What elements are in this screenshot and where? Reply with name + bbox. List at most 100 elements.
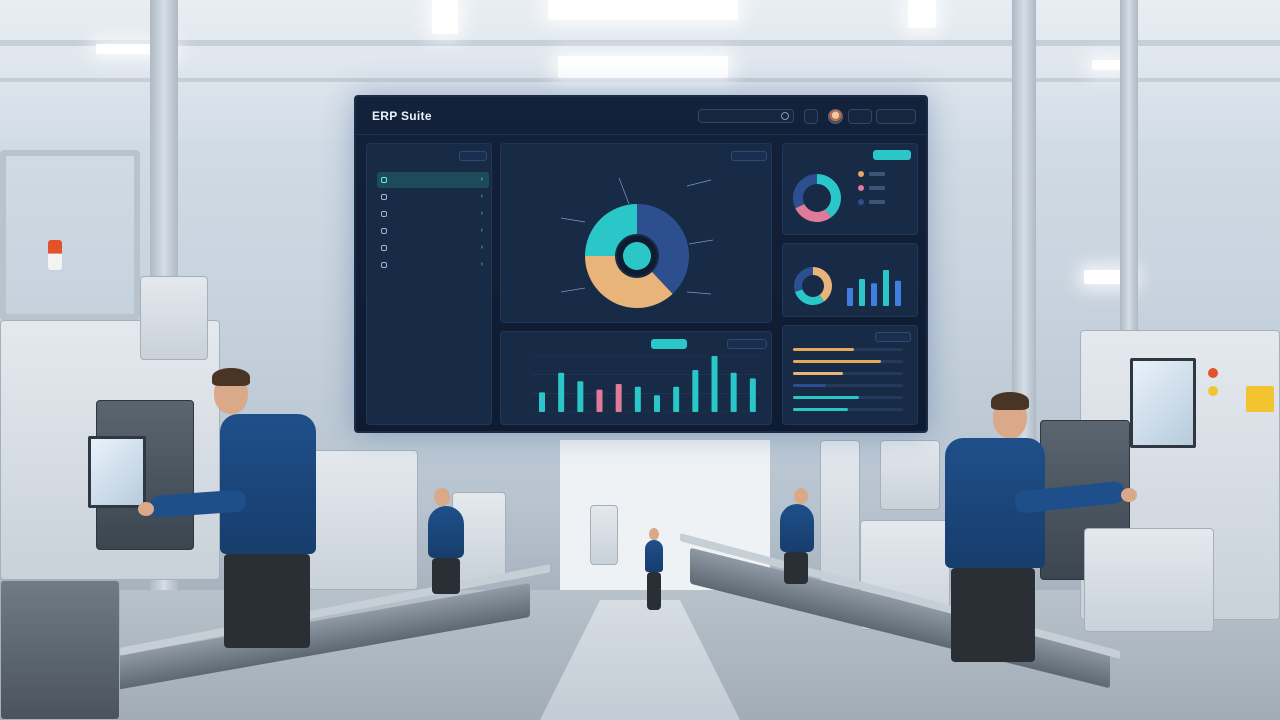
sidebar-item[interactable]: ›	[377, 240, 489, 256]
overview-panel	[500, 143, 772, 323]
bar	[692, 370, 699, 412]
progress-bar	[793, 396, 859, 399]
notification-button[interactable]	[804, 109, 818, 124]
settings-button[interactable]	[876, 109, 916, 124]
bar	[711, 356, 718, 412]
progress-track	[793, 384, 903, 387]
worker-trousers	[224, 554, 310, 648]
search-input[interactable]	[698, 109, 794, 123]
worker-shirt	[428, 506, 464, 558]
mini-bar	[883, 270, 889, 306]
overview-donut-chart	[560, 177, 714, 308]
overview-donut-slice	[637, 204, 689, 294]
worker-left	[138, 368, 330, 648]
mini-bar	[847, 288, 853, 306]
ceiling-light	[1092, 60, 1122, 70]
right-mid-donut-slice	[794, 289, 825, 305]
progress-track	[793, 372, 903, 375]
control-box	[1084, 528, 1214, 632]
legend-dot	[858, 171, 864, 177]
machine-gantry	[0, 150, 140, 320]
erp-dashboard-screen: ERP Suite › › › › › ›	[354, 95, 928, 433]
sidebar-item[interactable]: ›	[377, 189, 489, 205]
overview-donut-slice	[585, 256, 673, 308]
emergency-button	[1208, 368, 1218, 378]
legend-label	[869, 172, 885, 176]
legend-label	[869, 186, 885, 190]
progress-track	[793, 408, 903, 411]
bar	[615, 384, 622, 412]
worker-shirt	[645, 540, 663, 572]
sidebar-item-icon	[381, 228, 387, 234]
legend-label	[869, 200, 885, 204]
callout-line	[688, 239, 714, 245]
right-mid-chart	[794, 267, 901, 306]
bar	[596, 389, 603, 412]
right-mid-panel	[782, 243, 918, 317]
chevron-right-icon: ›	[480, 176, 483, 183]
chevron-right-icon: ›	[480, 261, 483, 268]
signal-light	[48, 240, 62, 270]
mini-bar	[871, 283, 877, 306]
worker-trousers	[784, 552, 808, 584]
dashboard-header: ERP Suite	[356, 97, 926, 135]
bar-chart	[531, 355, 761, 413]
callout-line	[686, 291, 712, 295]
foreground-machine	[0, 580, 120, 720]
worker-mid-right	[776, 488, 826, 588]
progress-bar	[793, 372, 843, 375]
bar-chart-panel	[500, 331, 772, 425]
bar	[654, 395, 660, 412]
progress-bar	[793, 384, 826, 387]
sidebar-item[interactable]: ›	[377, 172, 489, 188]
steel-column	[1120, 0, 1138, 340]
right-top-chip[interactable]	[873, 150, 911, 160]
worker-hand	[138, 502, 154, 516]
chevron-right-icon: ›	[480, 244, 483, 251]
right-mid-donut-slice	[813, 267, 832, 302]
sidebar-item[interactable]: ›	[377, 257, 489, 273]
worker-far	[642, 528, 666, 612]
sidebar-item[interactable]: ›	[377, 223, 489, 239]
bar	[577, 381, 584, 412]
sidebar-filter-chip[interactable]	[459, 151, 487, 161]
avatar[interactable]	[828, 109, 843, 124]
status-button	[1208, 386, 1218, 396]
ceiling-light	[96, 44, 176, 54]
overview-filter-chip[interactable]	[731, 151, 767, 161]
right-top-donut-slice	[817, 174, 841, 218]
bar	[749, 378, 756, 412]
progress-bar	[793, 348, 854, 351]
search-icon	[781, 112, 789, 120]
right-top-donut-slice	[795, 203, 832, 222]
bar-chart-range-chip[interactable]	[727, 339, 767, 349]
right-bottom-chip[interactable]	[875, 332, 911, 342]
bar-chart-highlight-chip[interactable]	[651, 339, 687, 349]
worker-head	[794, 488, 808, 504]
callout-line	[560, 287, 586, 293]
chevron-right-icon: ›	[480, 227, 483, 234]
worker-hair	[991, 392, 1029, 410]
bar	[539, 392, 545, 412]
progress-bar	[793, 360, 881, 363]
progress-bar	[793, 408, 848, 411]
callout-line	[686, 179, 712, 187]
chevron-right-icon: ›	[480, 193, 483, 200]
header-menu-button[interactable]	[848, 109, 872, 124]
worker-trousers	[432, 558, 460, 594]
sidebar-item[interactable]: ›	[377, 206, 489, 222]
distant-machine	[590, 505, 618, 565]
overview-donut-center	[623, 242, 651, 270]
sidebar-item-icon	[381, 194, 387, 200]
worker-head	[434, 488, 450, 506]
overview-donut-slice	[585, 204, 637, 256]
worker-hand	[1121, 488, 1137, 502]
machine-control-screen	[88, 436, 146, 508]
sidebar-panel: › › › › › ›	[366, 143, 492, 425]
mini-bar	[859, 279, 865, 306]
right-top-donut	[793, 171, 885, 222]
sidebar-item-icon	[381, 245, 387, 251]
worker-shirt	[220, 414, 316, 554]
bar	[730, 372, 737, 412]
dashboard-title: ERP Suite	[372, 109, 432, 123]
